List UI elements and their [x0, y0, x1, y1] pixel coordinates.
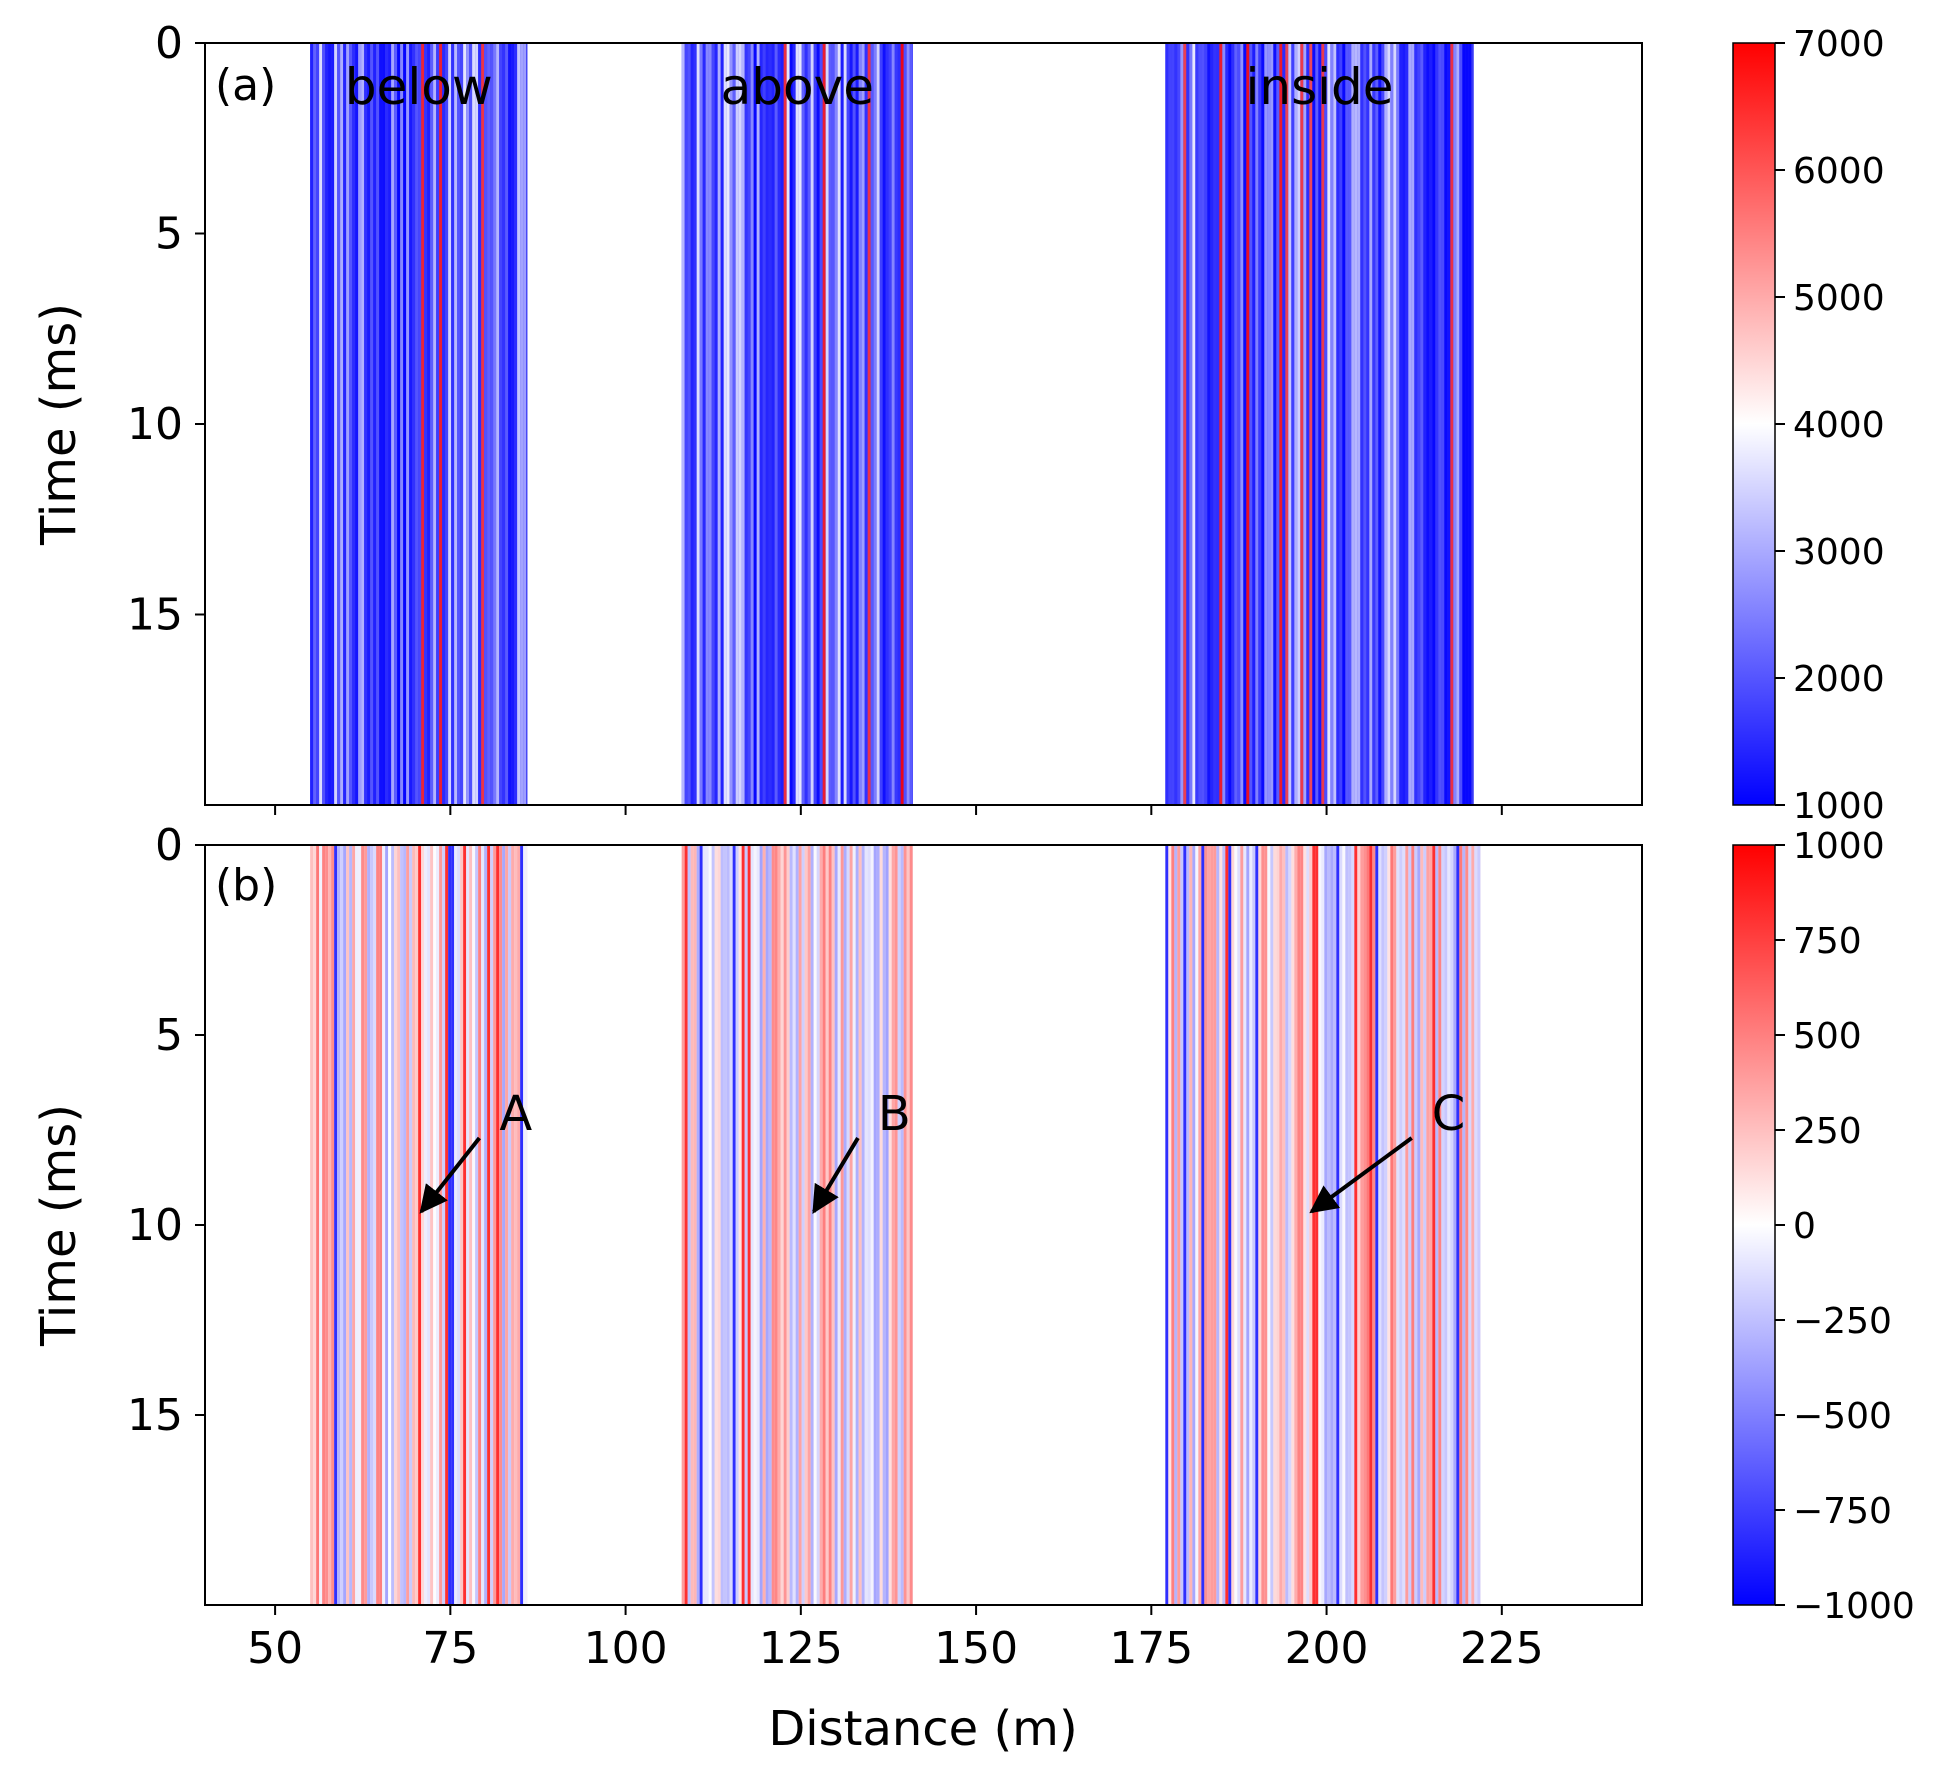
- y-tick-label: 5: [155, 209, 183, 260]
- colorbar-tick-label: 250: [1793, 1111, 1862, 1152]
- x-tick-label: 50: [247, 1623, 303, 1674]
- colorbar-b: −1000 −750 −500 −250 0 250 500 750 1000: [1732, 826, 1915, 1627]
- panel-b-annotations: A B C: [419, 1086, 1466, 1215]
- region-label-below: below: [345, 58, 493, 116]
- panel-a-region-labels: below above inside: [345, 58, 1394, 116]
- x-tick-label: 150: [934, 1623, 1018, 1674]
- annotation-label-A: A: [499, 1086, 532, 1142]
- x-tick-label: 200: [1285, 1623, 1369, 1674]
- panel-b-x-ticks: 50 75 100 125 150 175 200 225: [247, 1605, 1544, 1674]
- region-b-3: [1165, 845, 1481, 1605]
- y-tick-label: 5: [155, 1010, 183, 1061]
- y-tick-label: 0: [155, 820, 183, 871]
- panel-a-x-ticks: [274, 805, 1503, 815]
- annotation-arrow-A: [419, 1136, 481, 1214]
- x-tick-label: 125: [759, 1623, 843, 1674]
- panel-b-regions: [310, 845, 1481, 1605]
- annotation-arrow-B: [812, 1136, 860, 1215]
- colorbar-tick-label: −1000: [1793, 1586, 1915, 1627]
- region-a-1: [310, 43, 528, 805]
- colorbar-tick-label: 4000: [1793, 405, 1885, 446]
- colorbar-tick-label: 3000: [1793, 532, 1885, 573]
- colorbar-tick-label: 1000: [1793, 786, 1885, 827]
- x-tick-label: 75: [422, 1623, 478, 1674]
- panel-a-label: (a): [215, 60, 276, 111]
- panel-b-y-ticks: 0 5 10 15: [127, 820, 205, 1441]
- panel-b-label: (b): [215, 860, 277, 911]
- region-label-above: above: [721, 58, 874, 116]
- y-tick-label: 0: [155, 18, 183, 69]
- colorbar-tick-label: 1000: [1793, 826, 1885, 867]
- y-tick-label: 10: [127, 399, 183, 450]
- panel-a-y-ticks: 0 5 10 15: [127, 18, 205, 641]
- colorbar-tick-label: 0: [1793, 1206, 1816, 1247]
- colorbar-tick-label: 750: [1793, 921, 1862, 962]
- x-tick-label: 100: [584, 1623, 668, 1674]
- y-tick-label: 10: [127, 1200, 183, 1251]
- region-label-inside: inside: [1246, 58, 1394, 116]
- y-tick-label: 15: [127, 590, 183, 641]
- y-tick-label: 15: [127, 1390, 183, 1441]
- colorbar-b-gradient: [1732, 844, 1776, 1606]
- x-tick-label: 175: [1109, 1623, 1193, 1674]
- annotation-label-B: B: [878, 1086, 911, 1142]
- colorbar-tick-label: 6000: [1793, 151, 1885, 192]
- panel-b: 50 75 100 125 150 175 200 225 0 5 10 15 (b) A B C Ti…: [31, 820, 1643, 1757]
- colorbar-a: 1000 2000 3000 4000 5000 6000 7000: [1732, 24, 1885, 827]
- colorbar-tick-label: 2000: [1793, 659, 1885, 700]
- region-b-1: [310, 845, 528, 1605]
- colorbar-tick-label: 7000: [1793, 24, 1885, 65]
- region-a-3: [1165, 43, 1474, 805]
- colorbar-tick-label: −500: [1793, 1396, 1892, 1437]
- colorbar-tick-label: −250: [1793, 1301, 1892, 1342]
- colorbar-a-gradient: [1732, 42, 1776, 806]
- x-tick-label: 225: [1460, 1623, 1544, 1674]
- colorbar-tick-label: −750: [1793, 1491, 1892, 1532]
- annotation-arrow-C: [1309, 1136, 1413, 1214]
- x-axis-title: Distance (m): [768, 1701, 1077, 1757]
- colorbar-tick-label: 500: [1793, 1016, 1862, 1057]
- panel-a-y-axis-title: Time (ms): [31, 303, 87, 546]
- region-a-2: [681, 43, 913, 805]
- panel-b-y-axis-title: Time (ms): [31, 1104, 87, 1347]
- panel-a-regions: [310, 43, 1474, 805]
- region-b-2: [681, 845, 913, 1605]
- annotation-label-C: C: [1432, 1086, 1466, 1142]
- panel-a: 0 5 10 15 (a) below above inside Time (ms): [31, 18, 1643, 815]
- colorbar-tick-label: 5000: [1793, 278, 1885, 319]
